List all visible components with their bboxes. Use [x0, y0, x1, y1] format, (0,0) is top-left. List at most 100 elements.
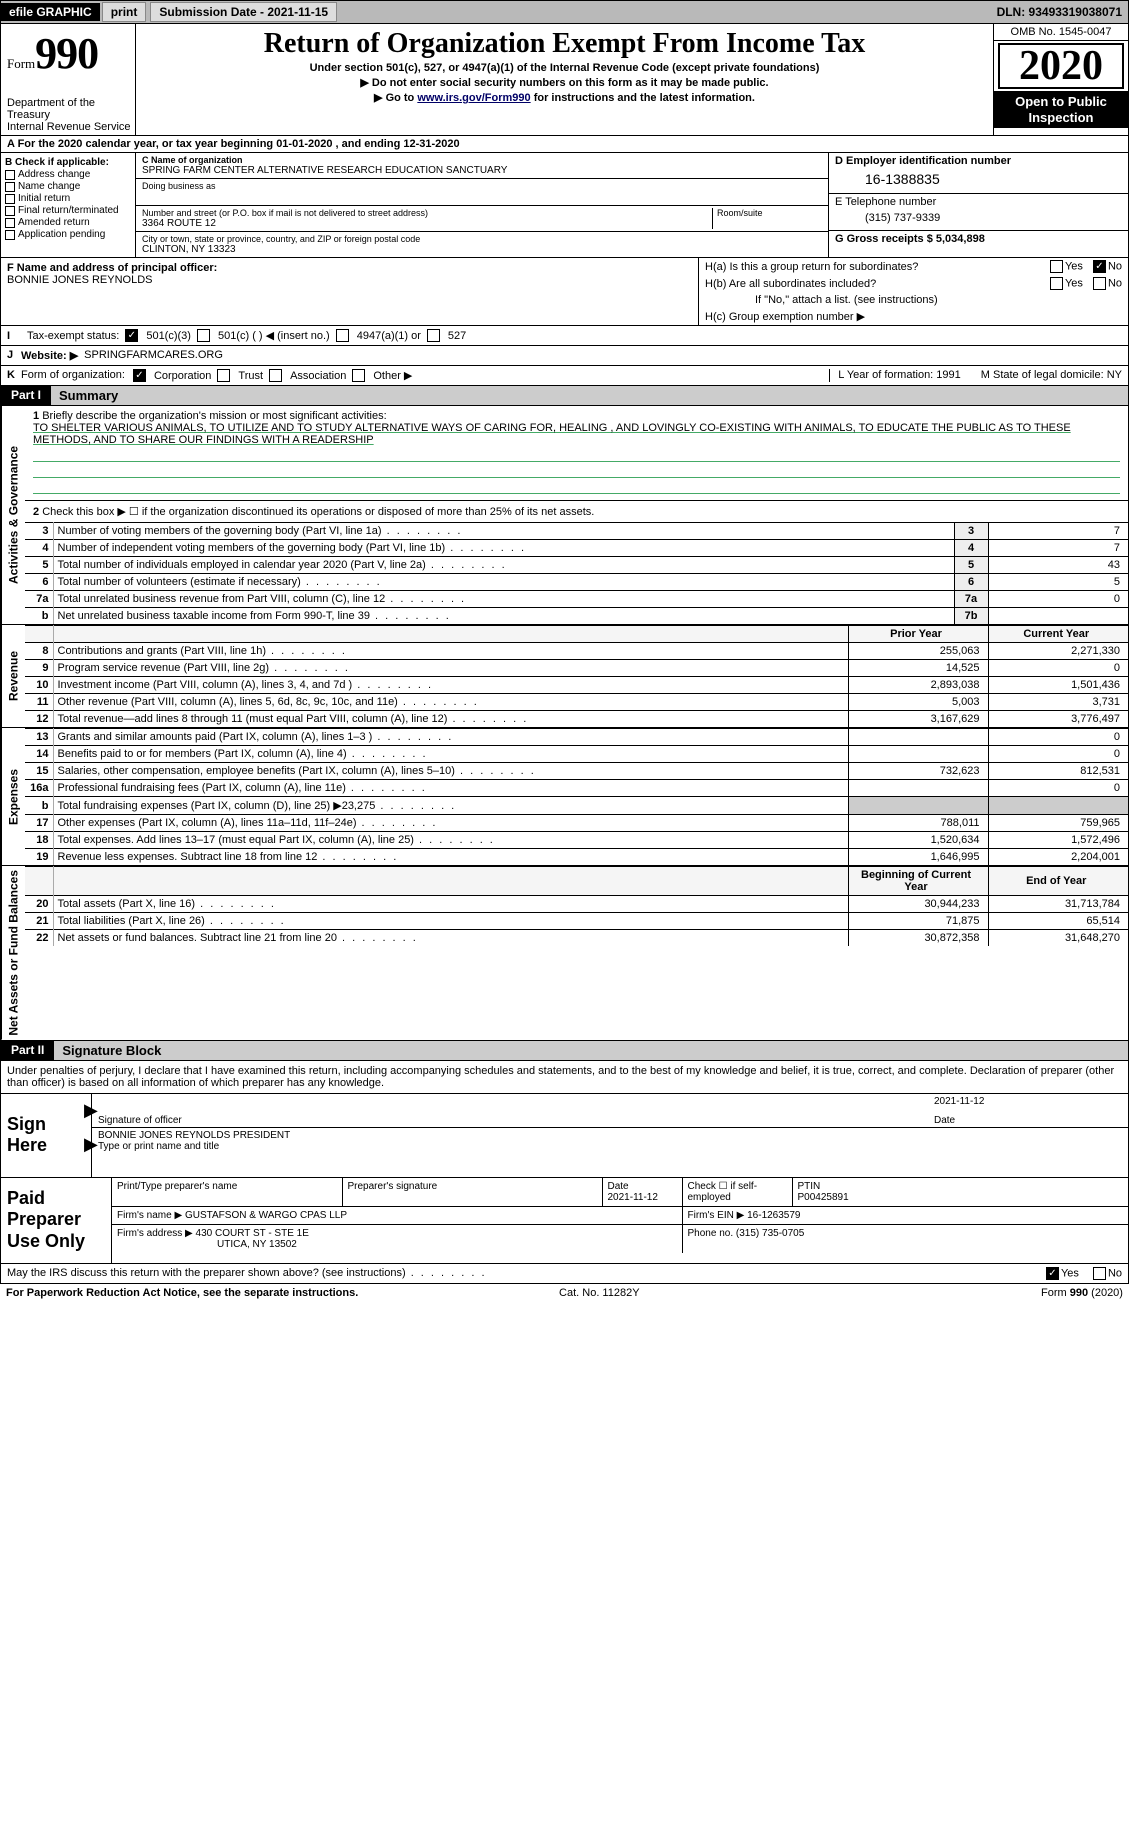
signature-field[interactable]: ▶ Signature of officer: [92, 1094, 928, 1128]
sig-label: Signature of officer: [98, 1115, 182, 1126]
column-b: B Check if applicable: Address changeNam…: [1, 153, 136, 257]
revenue-section: Revenue Prior YearCurrent Year8Contribut…: [0, 625, 1129, 728]
irs-label: Internal Revenue Service: [7, 121, 131, 133]
firm-name: GUSTAFSON & WARGO CPAS LLP: [185, 1210, 347, 1221]
open-public-badge: Open to Public Inspection: [994, 91, 1128, 128]
hb-no[interactable]: No: [1093, 277, 1122, 290]
print-button[interactable]: print: [102, 2, 147, 22]
line1-num: 1: [33, 410, 39, 422]
ein-label: D Employer identification number: [835, 155, 1122, 167]
line-f: F Name and address of principal officer:…: [1, 258, 698, 325]
vert-revenue: Revenue: [1, 625, 25, 727]
blank-line: [33, 480, 1120, 494]
ptin-label: PTIN: [798, 1181, 821, 1192]
col-b-checkbox-item[interactable]: Amended return: [5, 217, 131, 228]
part2-title: Signature Block: [54, 1041, 1128, 1060]
sub3-pre: ▶ Go to: [374, 92, 417, 104]
subtitle-2: ▶ Do not enter social security numbers o…: [142, 76, 987, 89]
sign-here-section: Sign Here ▶ Signature of officer 2021-11…: [0, 1094, 1129, 1178]
paid-preparer-section: Paid Preparer Use Only Print/Type prepar…: [0, 1178, 1129, 1264]
k-option[interactable]: [217, 369, 232, 382]
h-a-text: H(a) Is this a group return for subordin…: [705, 261, 918, 273]
net-assets-table: Beginning of Current YearEnd of Year20To…: [25, 866, 1128, 946]
line1-block: 1 Briefly describe the organization's mi…: [25, 406, 1128, 500]
city-state-zip: CLINTON, NY 13323: [142, 244, 822, 255]
discuss-yes[interactable]: Yes: [1046, 1267, 1079, 1280]
subtitle-1: Under section 501(c), 527, or 4947(a)(1)…: [142, 62, 987, 74]
footer-right: Form 990 (2020): [1041, 1287, 1123, 1299]
footer-mid: Cat. No. 11282Y: [559, 1287, 640, 1299]
self-employed-check[interactable]: Check ☐ if self-employed: [682, 1178, 792, 1207]
prep-name-label: Print/Type preparer's name: [112, 1178, 342, 1207]
dept-treasury: Department of the Treasury: [7, 97, 131, 121]
phone-value: (315) 737-9339: [835, 208, 1122, 228]
website-url: SPRINGFARMCARES.ORG: [84, 349, 223, 362]
col-b-checkbox-item[interactable]: Application pending: [5, 229, 131, 240]
vert-expenses: Expenses: [1, 728, 25, 865]
name-title-field: ▶ BONNIE JONES REYNOLDS PRESIDENT Type o…: [92, 1128, 1128, 1158]
date-label: Date: [934, 1115, 955, 1126]
i-501c3[interactable]: [125, 329, 140, 342]
k-option[interactable]: [133, 369, 148, 382]
vert-activities: Activities & Governance: [1, 406, 25, 624]
i-4947[interactable]: [336, 329, 351, 342]
footer-left: For Paperwork Reduction Act Notice, see …: [6, 1287, 358, 1299]
ha-no[interactable]: No: [1093, 260, 1122, 273]
open-line2: Inspection: [996, 110, 1126, 126]
efile-label: efile GRAPHIC: [1, 3, 100, 21]
gross-receipts: G Gross receipts $ 5,034,898: [835, 233, 1122, 245]
k-label: K: [7, 369, 21, 382]
blank-line: [33, 448, 1120, 462]
line2-text: Check this box ▶ ☐ if the organization d…: [42, 506, 594, 518]
line1-text: Briefly describe the organization's miss…: [42, 410, 386, 422]
k-text: Form of organization:: [21, 369, 125, 382]
form-header: Form990 Department of the Treasury Inter…: [0, 24, 1129, 136]
line-k: K Form of organization: CorporationTrust…: [0, 366, 1129, 386]
top-toolbar: efile GRAPHIC print Submission Date - 20…: [0, 0, 1129, 24]
col-b-checkbox-item[interactable]: Address change: [5, 169, 131, 180]
k-option[interactable]: [352, 369, 367, 382]
ha-yes[interactable]: Yes: [1050, 260, 1083, 273]
officer-name: BONNIE JONES REYNOLDS: [7, 274, 692, 286]
submission-date-label: Submission Date - 2021-11-15: [150, 2, 337, 22]
vert-net-assets: Net Assets or Fund Balances: [1, 866, 25, 1040]
f-label: F Name and address of principal officer:: [7, 262, 692, 274]
street-label: Number and street (or P.O. box if mail i…: [142, 208, 712, 218]
name-title-value: BONNIE JONES REYNOLDS PRESIDENT: [98, 1130, 1122, 1141]
discuss-text: May the IRS discuss this return with the…: [7, 1267, 487, 1280]
line-i: I Tax-exempt status: 501(c)(3) 501(c) ( …: [0, 326, 1129, 346]
firm-ein-label: Firm's EIN ▶: [688, 1210, 745, 1221]
column-c: C Name of organization SPRING FARM CENTE…: [136, 153, 828, 257]
section-bcd: B Check if applicable: Address changeNam…: [0, 153, 1129, 258]
name-label: C Name of organization: [142, 155, 822, 165]
name-title-label: Type or print name and title: [98, 1141, 1122, 1152]
street-address: 3364 ROUTE 12: [142, 218, 712, 229]
firm-addr2: UTICA, NY 13502: [117, 1239, 297, 1250]
hb-yes[interactable]: Yes: [1050, 277, 1083, 290]
governance-table: 3Number of voting members of the governi…: [25, 522, 1128, 624]
h-b-note: If "No," attach a list. (see instruction…: [705, 294, 938, 306]
discuss-no[interactable]: No: [1093, 1267, 1122, 1280]
col-b-checkbox-item[interactable]: Final return/terminated: [5, 205, 131, 216]
prep-sig-label: Preparer's signature: [342, 1178, 602, 1207]
dba-label: Doing business as: [142, 181, 822, 191]
ein-value: 16-1388835: [835, 167, 1122, 191]
prep-date-label: Date: [608, 1181, 629, 1192]
year-formation: L Year of formation: 1991: [838, 369, 961, 382]
k-option[interactable]: [269, 369, 284, 382]
col-b-checkbox-item[interactable]: Name change: [5, 181, 131, 192]
net-assets-section: Net Assets or Fund Balances Beginning of…: [0, 866, 1129, 1041]
col-b-checkbox-item[interactable]: Initial return: [5, 193, 131, 204]
i-501c[interactable]: [197, 329, 212, 342]
discuss-row: May the IRS discuss this return with the…: [0, 1264, 1129, 1284]
subtitle-3: ▶ Go to www.irs.gov/Form990 for instruct…: [142, 91, 987, 104]
i-label: I: [7, 330, 21, 342]
room-label: Room/suite: [717, 208, 822, 218]
i-527[interactable]: [427, 329, 442, 342]
prep-date: 2021-11-12: [608, 1192, 658, 1203]
part1-header-row: Part I Summary: [0, 386, 1129, 406]
irs-link[interactable]: www.irs.gov/Form990: [417, 92, 530, 104]
line-a: A For the 2020 calendar year, or tax yea…: [0, 136, 1129, 153]
column-d: D Employer identification number 16-1388…: [828, 153, 1128, 257]
line-h: H(a) Is this a group return for subordin…: [698, 258, 1128, 325]
